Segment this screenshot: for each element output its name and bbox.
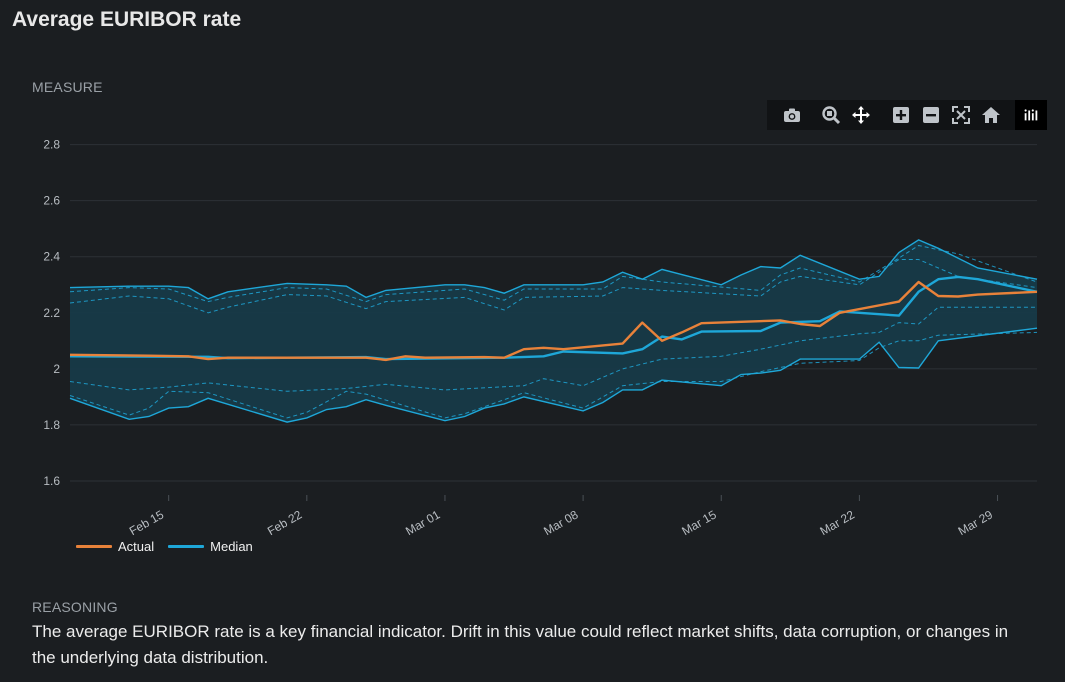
autoscale-icon[interactable] [948,100,974,130]
band-area [70,239,1037,423]
inner-upper-dashed-line [69,244,1038,303]
inner-lower-dashed-line [69,331,1038,419]
page-title: Average EURIBOR rate [12,8,242,31]
x-tick-label: Mar 08 [541,507,581,538]
series-lines [69,275,1038,362]
chart-legend: Actual Median [76,539,253,554]
measure-label: MEASURE [32,79,103,95]
y-tick-label: 2.4 [43,250,60,264]
x-tick-label: Mar 29 [956,507,996,538]
x-tick-label: Feb 15 [127,507,167,538]
reasoning-label: REASONING [32,599,118,615]
home-icon[interactable] [978,100,1004,130]
legend-swatch-median [168,545,205,548]
y-tick-label: 1.8 [43,418,60,432]
y-tick-label: 2 [53,362,60,376]
y-tick-label: 2.8 [43,138,60,152]
zoom-icon[interactable] [818,100,844,130]
plotly-logo[interactable] [1015,100,1047,130]
legend-item-median[interactable]: Median [168,539,253,554]
legend-item-actual[interactable]: Actual [76,539,154,554]
x-tick-label: Mar 15 [679,507,719,538]
legend-label-actual: Actual [118,539,155,554]
x-tick-label: Mar 01 [403,507,443,538]
actual-line [69,280,1038,362]
plot-modebar [767,100,1047,130]
camera-icon[interactable] [779,100,805,130]
upper-bound-line [69,239,1038,300]
x-axis-ticks: Feb 15 Feb 22 Mar 01 Mar 08 Mar 15 Mar 22 Mar … [127,495,999,538]
zoom-in-icon[interactable] [888,100,914,130]
legend-label-median: Median [210,539,253,554]
y-tick-label: 2.6 [43,194,60,208]
pan-icon[interactable] [848,100,874,130]
zoom-out-icon[interactable] [918,100,944,130]
x-tick-label: Mar 22 [818,507,858,538]
lower-bound-line [69,327,1038,423]
y-axis-ticks: 1.6 1.8 2 2.2 2.4 2.6 2.8 [43,138,60,488]
x-tick-label: Feb 22 [265,507,305,538]
legend-swatch-actual [76,545,112,548]
reasoning-text: The average EURIBOR rate is a key financ… [32,622,1009,667]
y-tick-label: 2.2 [43,306,60,320]
mid-upper-dashed-line [69,259,1038,314]
euribor-chart[interactable]: 1.6 1.8 2 2.2 2.4 2.6 2.8 Feb 15 Feb 22 Mar 01 Ma… [0,0,1065,560]
mid-lower-dashed-line [69,306,1037,392]
confidence-bands [69,239,1038,423]
y-tick-label: 1.6 [43,474,60,488]
